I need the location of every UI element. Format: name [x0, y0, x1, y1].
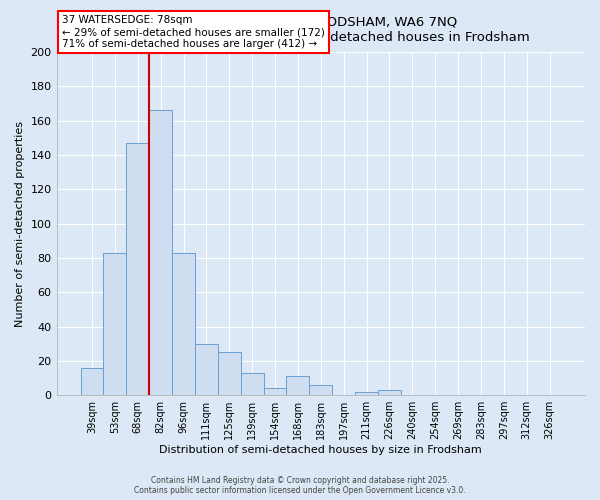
Text: Contains HM Land Registry data © Crown copyright and database right 2025.
Contai: Contains HM Land Registry data © Crown c…	[134, 476, 466, 495]
Bar	[80, 368, 103, 395]
Bar	[241, 373, 263, 395]
X-axis label: Distribution of semi-detached houses by size in Frodsham: Distribution of semi-detached houses by …	[160, 445, 482, 455]
Title: 37, WATERSEDGE, FRODSHAM, WA6 7NQ
Size of property relative to semi-detached hou: 37, WATERSEDGE, FRODSHAM, WA6 7NQ Size o…	[112, 16, 530, 44]
Bar	[172, 253, 195, 395]
Bar	[263, 388, 286, 395]
Bar	[149, 110, 172, 395]
Bar	[195, 344, 218, 395]
Text: 37 WATERSEDGE: 78sqm
← 29% of semi-detached houses are smaller (172)
71% of semi: 37 WATERSEDGE: 78sqm ← 29% of semi-detac…	[62, 16, 325, 48]
Bar	[127, 143, 149, 395]
Bar	[378, 390, 401, 395]
Bar	[103, 253, 127, 395]
Bar	[355, 392, 378, 395]
Y-axis label: Number of semi-detached properties: Number of semi-detached properties	[15, 120, 25, 326]
Bar	[286, 376, 310, 395]
Bar	[218, 352, 241, 395]
Bar	[310, 385, 332, 395]
